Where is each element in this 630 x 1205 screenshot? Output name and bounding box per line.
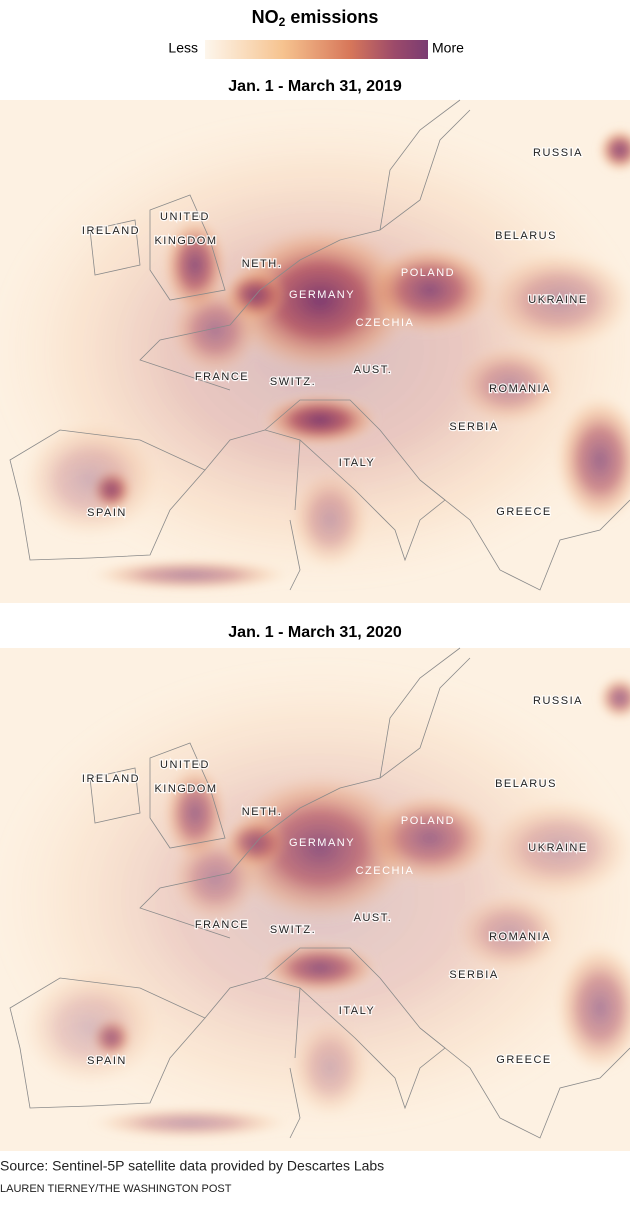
emission-area: [225, 225, 415, 375]
place-label: ROMANIA: [489, 931, 551, 943]
place-label: IRELAND: [82, 773, 140, 785]
title-chem: NO: [252, 7, 279, 27]
map-title: Jan. 1 - March 31, 2020: [228, 624, 402, 641]
emission-area: [290, 1018, 370, 1118]
place-label: SWITZ.: [270, 376, 316, 388]
place-label: ITALY: [339, 457, 375, 469]
title-sub: 2: [279, 15, 286, 29]
coastline: [139, 657, 471, 1019]
place-label: ROMANIA: [489, 383, 551, 395]
place-label: FRANCE: [195, 371, 249, 383]
place-label: KINGDOM: [154, 783, 217, 795]
coastline: [379, 99, 461, 231]
coastline: [419, 479, 630, 591]
coastline: [139, 109, 471, 471]
place-label: BELARUS: [495, 778, 557, 790]
place-label: KINGDOM: [154, 235, 217, 247]
place-label: NETH.: [242, 258, 283, 270]
emission-area: [455, 893, 565, 973]
coastline: [89, 767, 141, 824]
emission-area: [598, 676, 630, 720]
coastline: [289, 987, 301, 1139]
map: IRELAND UNITED KINGDOM NETH. GERMANY POLAND CZ…: [0, 647, 630, 1151]
place-label: UKRAINE: [528, 294, 587, 306]
emission-area: [455, 345, 565, 425]
emission-area: [170, 833, 260, 923]
legend-low: Less: [168, 40, 198, 56]
coastline: [149, 742, 226, 849]
coastline: [9, 429, 206, 561]
place-label: FRANCE: [195, 919, 249, 931]
place-label: ITALY: [339, 1005, 375, 1017]
coastline: [264, 947, 446, 1110]
place-label: BELARUS: [495, 230, 557, 242]
emission-area: [262, 942, 378, 994]
emission-area: [90, 559, 290, 591]
title-rest: emissions: [290, 7, 378, 27]
place-label: GERMANY: [289, 837, 355, 849]
place-label: RUSSIA: [533, 695, 583, 707]
place-label: AUST.: [354, 912, 393, 924]
legend-bar: [205, 40, 428, 59]
emission-area: [485, 798, 630, 898]
place-label: AUST.: [354, 364, 393, 376]
emission-layer: [0, 110, 630, 591]
place-label: SPAIN: [87, 1055, 127, 1067]
map-title: Jan. 1 - March 31, 2019: [228, 78, 402, 95]
place-label: UKRAINE: [528, 842, 587, 854]
emission-area: [170, 285, 260, 375]
emission-area: [555, 943, 630, 1073]
place-label: POLAND: [401, 267, 455, 279]
emission-area: [20, 420, 160, 540]
title: NO2 emissions: [252, 7, 379, 29]
emission-area: [90, 1107, 290, 1139]
coastline: [264, 399, 446, 562]
legend-high: More: [432, 40, 464, 56]
emission-area: [20, 968, 160, 1088]
place-label: CZECHIA: [356, 317, 415, 329]
place-label: UNITED: [160, 211, 210, 223]
source: Source: Sentinel-5P satellite data provi…: [0, 1158, 384, 1174]
emission-area: [365, 793, 495, 883]
place-label: RUSSIA: [533, 147, 583, 159]
place-label: SERBIA: [449, 969, 498, 981]
place-label: GREECE: [496, 1054, 551, 1066]
emission-area: [290, 470, 370, 570]
emission-area: [555, 395, 630, 525]
place-label: IRELAND: [82, 225, 140, 237]
place-label: CZECHIA: [356, 865, 415, 877]
place-label: SERBIA: [449, 421, 498, 433]
credit: LAUREN TIERNEY/THE WASHINGTON POST: [0, 1183, 232, 1195]
place-label: POLAND: [401, 815, 455, 827]
emission-area: [485, 250, 630, 350]
emission-area: [262, 394, 378, 446]
coastline: [149, 194, 226, 301]
coastline: [9, 977, 206, 1109]
map: IRELAND UNITED KINGDOM NETH. GERMANY POLAND CZ…: [0, 99, 630, 603]
place-label: SWITZ.: [270, 924, 316, 936]
coastline: [89, 219, 141, 276]
place-label: SPAIN: [87, 507, 127, 519]
place-label: UNITED: [160, 759, 210, 771]
coastline: [289, 439, 301, 591]
emission-area: [225, 773, 415, 923]
place-label: GERMANY: [289, 289, 355, 301]
coastline: [379, 647, 461, 779]
emission-area: [598, 128, 630, 172]
place-label: GREECE: [496, 506, 551, 518]
emission-area: [365, 245, 495, 335]
place-label: NETH.: [242, 806, 283, 818]
coastline: [419, 1027, 630, 1139]
